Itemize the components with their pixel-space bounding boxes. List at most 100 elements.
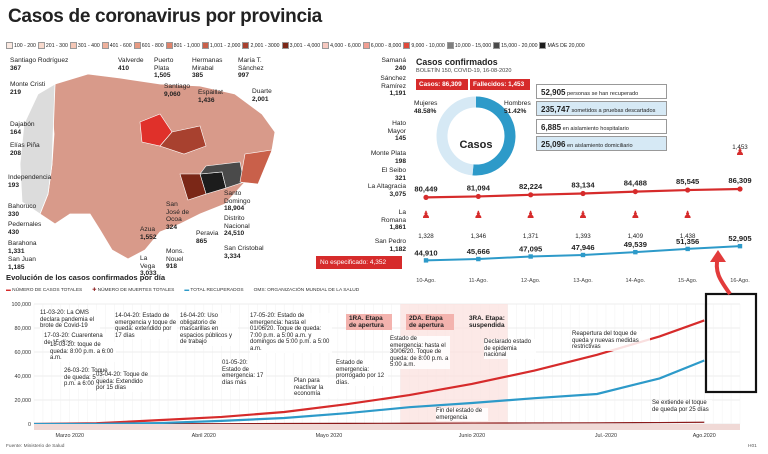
scale-swatch — [201, 42, 209, 49]
scale-label: 1,001 - 2,000 — [209, 42, 241, 49]
annotation: Fin del estado de emergencia — [436, 408, 488, 422]
confirmed-subtitle: BOLETÍN 150, COVID-19, 16-08-2020 — [416, 68, 512, 74]
total-cases-point — [475, 193, 481, 200]
page-number: H01 — [748, 444, 757, 449]
scale-legend-item: 100 - 200 — [6, 42, 36, 49]
scale-swatch — [101, 42, 109, 49]
recovered-point — [476, 256, 481, 262]
province-label: Puerto Plata 1,505 — [154, 57, 174, 79]
date-tick-label: 15-Ago. — [678, 278, 698, 284]
total-cases-label: 83,134 — [571, 181, 595, 190]
scale-swatch — [133, 42, 141, 49]
province-label: Independencia 193 — [8, 174, 52, 189]
donut-slice-hombres — [472, 96, 516, 176]
recovered-label: 52,905 — [728, 234, 752, 243]
y-tick-label: 40,000 — [15, 374, 32, 380]
scale-swatch — [362, 42, 370, 49]
total-cases-label: 82,224 — [519, 182, 543, 191]
date-tick-label: 16-Ago. — [730, 278, 750, 284]
scale-swatch — [69, 42, 77, 49]
scale-swatch — [446, 42, 454, 49]
annotation: Estado de emergencia: hasta el 30/06/20.… — [390, 336, 450, 369]
recovered-point — [685, 246, 690, 252]
scale-legend-item: 801 - 1,000 — [165, 42, 200, 49]
province-label: Monte Cristi 219 — [10, 81, 46, 96]
province-label: La Vega 3,033 — [140, 255, 157, 277]
recovered-point — [737, 243, 743, 249]
deaths-label: 1,409 — [628, 233, 644, 240]
deaths-label: 1,438 — [680, 233, 696, 240]
date-tick-label: 12-Ago. — [521, 278, 541, 284]
y-tick-label: 100,000 — [12, 302, 32, 308]
page-title: Casos de coronavirus por provincia — [8, 6, 322, 27]
total-cases-point — [528, 192, 534, 198]
scale-swatch — [403, 42, 411, 49]
donut-slices — [436, 96, 516, 176]
annotation: 17-05-20: Estado de emergencia: hasta el… — [250, 313, 332, 353]
person-icon: ♟ — [526, 210, 535, 221]
month-label: Ago.2020 — [693, 433, 716, 439]
month-label: Mayo 2020 — [316, 433, 343, 439]
arrow-head-icon — [710, 250, 726, 262]
scale-legend-item: 1,001 - 2,000 — [201, 42, 241, 49]
confirmed-title: Casos confirmados — [416, 57, 498, 67]
scale-swatch — [242, 42, 250, 49]
no-especificado-badge: No especificado: 4,352 — [316, 256, 402, 269]
stat-row: 6,885 en aislamiento hospitalario — [536, 119, 667, 134]
scale-label: 301 - 400 — [77, 42, 100, 49]
province-label: Hermanas Mirabal 385 — [192, 57, 223, 79]
date-tick-label: 13-Ago. — [573, 278, 593, 284]
scale-label: 3,001 - 4,000 — [289, 42, 321, 49]
haiti-shape — [19, 83, 56, 215]
person-icon: ♟ — [683, 210, 692, 221]
scale-label: 100 - 200 — [14, 42, 36, 49]
y-tick-label: 20,000 — [15, 398, 32, 404]
recovered-label: 47,095 — [519, 244, 543, 253]
scale-label: 401 - 600 — [109, 42, 132, 49]
province-label: Santiago Rodríguez 367 — [10, 57, 69, 72]
scale-legend-item: MÁS DE 20,000 — [539, 42, 585, 49]
province-label: Sánchez Ramírez 1,191 — [380, 75, 406, 97]
scale-label: 15,000 - 20,000 — [501, 42, 538, 49]
etapa-label: 3RA. Etapa: suspendida — [469, 315, 505, 330]
scale-label: 801 - 1,000 — [173, 42, 200, 49]
highlight-box — [704, 292, 758, 394]
scale-label: 601 - 800 — [141, 42, 164, 49]
scale-legend-item: 10,000 - 15,000 — [446, 42, 491, 49]
province-label: Valverde 410 — [118, 57, 144, 72]
annotation: 18-03-20: toque de queda: 8:00 p.m. a 6:… — [50, 342, 116, 362]
total-cases-point — [685, 187, 691, 193]
recovered-point — [580, 252, 586, 258]
casos-bar: Casos: 86,309 — [416, 79, 468, 90]
annotation: Reapertura del toque de queda y nuevas m… — [572, 331, 650, 351]
scale-legend-item: 301 - 400 — [69, 42, 100, 49]
scale-label: MÁS DE 20,000 — [547, 42, 585, 49]
highlight-callout — [704, 250, 758, 394]
province-label: Peravia 865 — [196, 230, 219, 245]
evolution-legend: ▬ NÚMERO DE CASOS TOTALES ✚ NÚMERO DE MU… — [6, 285, 762, 295]
province-label: Samaná 240 — [381, 57, 406, 72]
daily-chart: 80,449 ♟ 1,328 10-Ago. 81,094 ♟ 1,346 11-Ago. 82… — [414, 144, 752, 284]
date-tick-label: 10-Ago. — [416, 278, 436, 284]
province-label: San José de Ocoa 324 — [166, 201, 190, 231]
source-note: Fuente: Ministerio de Salud — [6, 444, 65, 449]
scale-legend-item: 601 - 800 — [133, 42, 164, 49]
recovered-point — [423, 258, 429, 263]
scale-legend-item: 3,001 - 4,000 — [281, 42, 321, 49]
annotation: 01-05-20: Estado de emergencia: 17 días … — [222, 360, 266, 387]
y-tick-label: 80,000 — [15, 326, 32, 332]
province-label: Pedernales 430 — [8, 221, 42, 236]
province-label: Elías Piña 208 — [10, 142, 40, 157]
donut-slice-mujeres — [436, 96, 477, 176]
person-icon: ♟ — [474, 210, 483, 221]
province-label: Dajabón 164 — [10, 121, 35, 136]
person-icon: ♟ — [631, 210, 640, 221]
legend-item: ▬ NÚMERO DE CASOS TOTALES — [6, 287, 83, 293]
mujeres-label: Mujeres 48.58% — [414, 100, 438, 115]
person-icon: ♟ — [422, 210, 431, 221]
scale-legend-item: 6,000 - 8,000 — [362, 42, 401, 49]
evolution-title: Evolución de los casos confirmados por d… — [6, 273, 166, 282]
month-label: Junio 2020 — [459, 433, 485, 439]
date-tick-label: 11-Ago. — [469, 278, 489, 284]
annotation: Estado de emergencia: prorrogado por 12 … — [336, 360, 388, 387]
